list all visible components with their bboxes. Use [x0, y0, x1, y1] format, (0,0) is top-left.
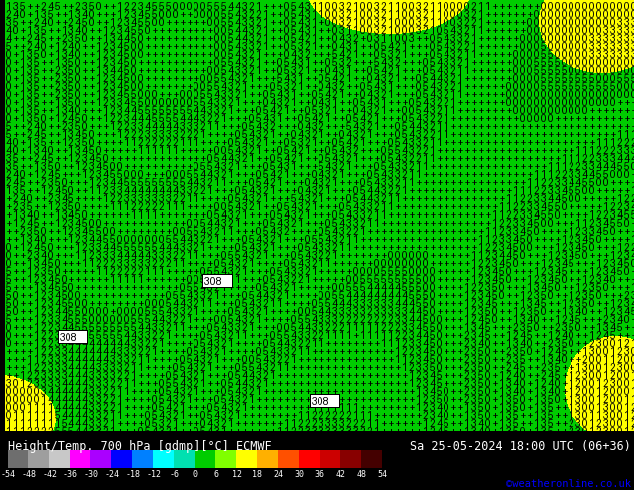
- Bar: [70, 450, 91, 468]
- Bar: [216, 450, 236, 468]
- Bar: [28, 450, 49, 468]
- Text: -54: -54: [1, 470, 16, 479]
- Text: -30: -30: [84, 470, 99, 479]
- Bar: [361, 450, 382, 468]
- Text: 30: 30: [294, 470, 304, 479]
- Bar: [49, 450, 70, 468]
- Text: 12: 12: [231, 470, 242, 479]
- Text: -24: -24: [105, 470, 120, 479]
- Bar: [195, 450, 216, 468]
- Text: 48: 48: [356, 470, 366, 479]
- Text: -12: -12: [146, 470, 161, 479]
- Text: 54: 54: [377, 470, 387, 479]
- Bar: [299, 450, 320, 468]
- Text: 24: 24: [273, 470, 283, 479]
- Text: -48: -48: [22, 470, 36, 479]
- Text: -42: -42: [42, 470, 57, 479]
- Text: -36: -36: [63, 470, 78, 479]
- Bar: [257, 450, 278, 468]
- Text: 36: 36: [314, 470, 325, 479]
- Text: 6: 6: [214, 470, 218, 479]
- Text: -18: -18: [126, 470, 140, 479]
- Bar: [278, 450, 299, 468]
- Text: 0: 0: [193, 470, 198, 479]
- Text: 42: 42: [335, 470, 346, 479]
- Text: -6: -6: [169, 470, 179, 479]
- Text: Sa 25-05-2024 18:00 UTC (06+36): Sa 25-05-2024 18:00 UTC (06+36): [410, 440, 631, 453]
- Bar: [91, 450, 112, 468]
- Bar: [8, 450, 28, 468]
- Bar: [320, 450, 340, 468]
- Bar: [174, 450, 195, 468]
- Bar: [153, 450, 174, 468]
- Bar: [236, 450, 257, 468]
- Text: ©weatheronline.co.uk: ©weatheronline.co.uk: [506, 479, 631, 489]
- Text: Height/Temp. 700 hPa [gdmp][°C] ECMWF: Height/Temp. 700 hPa [gdmp][°C] ECMWF: [8, 440, 272, 453]
- Text: 18: 18: [252, 470, 262, 479]
- Bar: [112, 450, 132, 468]
- Bar: [340, 450, 361, 468]
- Bar: [132, 450, 153, 468]
